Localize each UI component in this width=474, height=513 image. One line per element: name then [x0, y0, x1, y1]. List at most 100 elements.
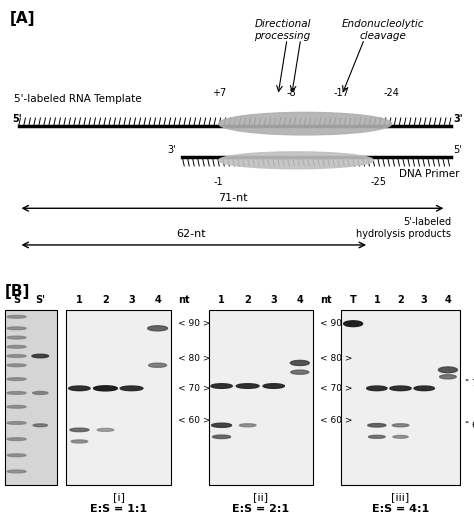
Ellipse shape: [7, 315, 26, 318]
Text: E:S = 1:1: E:S = 1:1: [90, 504, 147, 513]
Ellipse shape: [219, 112, 392, 135]
Text: " 62-nt (-8): " 62-nt (-8): [465, 421, 474, 430]
Text: [ii]: [ii]: [253, 492, 268, 502]
Text: [iii]: [iii]: [392, 492, 410, 502]
Ellipse shape: [390, 386, 411, 391]
Text: [A]: [A]: [9, 11, 35, 26]
Ellipse shape: [7, 336, 26, 339]
Ellipse shape: [7, 438, 26, 441]
Text: T: T: [350, 295, 356, 305]
Ellipse shape: [71, 440, 88, 443]
Ellipse shape: [7, 391, 26, 394]
Ellipse shape: [211, 384, 232, 388]
Text: 3: 3: [421, 295, 428, 305]
Bar: [341, 310, 460, 485]
Text: [B]: [B]: [5, 284, 30, 300]
Ellipse shape: [369, 436, 385, 438]
Text: 5'-labeled
hydrolysis products: 5'-labeled hydrolysis products: [356, 217, 451, 239]
Ellipse shape: [69, 386, 90, 391]
Text: -24: -24: [384, 88, 400, 98]
Ellipse shape: [33, 391, 48, 394]
Ellipse shape: [7, 454, 26, 457]
Text: 4: 4: [154, 295, 161, 305]
Text: DNA Primer: DNA Primer: [400, 169, 460, 179]
Text: S': S': [35, 295, 46, 305]
Ellipse shape: [414, 386, 434, 391]
Ellipse shape: [7, 354, 26, 358]
Text: 5'-labeled RNA Template: 5'-labeled RNA Template: [14, 94, 142, 104]
Text: -8: -8: [287, 88, 296, 98]
Ellipse shape: [290, 361, 310, 365]
Text: 2: 2: [102, 295, 109, 305]
Text: 4: 4: [296, 295, 303, 305]
Text: < 90 >: < 90 >: [320, 319, 353, 328]
Text: 2: 2: [244, 295, 251, 305]
Text: " 71-nt (-17): " 71-nt (-17): [465, 379, 474, 388]
Text: Endonucleolytic
cleavage: Endonucleolytic cleavage: [341, 19, 424, 41]
Text: < 70 >: < 70 >: [320, 384, 353, 393]
Text: Directional
processing: Directional processing: [254, 19, 311, 41]
Ellipse shape: [236, 384, 259, 388]
Ellipse shape: [148, 326, 168, 331]
Text: [i]: [i]: [112, 492, 125, 502]
Text: < 60 >: < 60 >: [178, 416, 210, 425]
Ellipse shape: [393, 436, 408, 438]
Ellipse shape: [212, 435, 230, 439]
Text: 5': 5': [12, 114, 21, 124]
Text: nt: nt: [178, 295, 190, 305]
Text: -1: -1: [214, 177, 224, 187]
Ellipse shape: [94, 386, 117, 391]
Text: E:S = 4:1: E:S = 4:1: [372, 504, 429, 513]
Ellipse shape: [7, 345, 26, 348]
Text: 1: 1: [374, 295, 380, 305]
Ellipse shape: [97, 428, 114, 431]
Text: 1: 1: [76, 295, 83, 305]
Text: 3: 3: [128, 295, 135, 305]
Text: 3': 3': [167, 145, 175, 155]
Text: < 90 >: < 90 >: [178, 319, 210, 328]
Ellipse shape: [149, 363, 167, 367]
Bar: [209, 310, 313, 485]
Text: 2: 2: [397, 295, 404, 305]
Text: < 60 >: < 60 >: [320, 416, 353, 425]
Text: 71-nt: 71-nt: [218, 193, 247, 203]
Ellipse shape: [239, 424, 256, 427]
Ellipse shape: [367, 386, 387, 391]
Ellipse shape: [438, 367, 457, 373]
Ellipse shape: [7, 470, 26, 473]
Text: < 80 >: < 80 >: [320, 354, 353, 363]
Ellipse shape: [7, 422, 26, 424]
Ellipse shape: [368, 424, 386, 427]
Text: 62-nt: 62-nt: [177, 229, 206, 239]
Ellipse shape: [344, 321, 363, 327]
Text: 4: 4: [445, 295, 451, 305]
Bar: [5, 310, 57, 485]
Text: 5': 5': [453, 145, 462, 155]
Text: E:S = 2:1: E:S = 2:1: [232, 504, 289, 513]
Text: -17: -17: [334, 88, 350, 98]
Text: < 70 >: < 70 >: [178, 384, 210, 393]
Ellipse shape: [7, 405, 26, 408]
Text: 3: 3: [270, 295, 277, 305]
Text: nt: nt: [320, 295, 332, 305]
Ellipse shape: [439, 374, 456, 379]
Text: +7: +7: [212, 88, 226, 98]
Ellipse shape: [211, 423, 231, 427]
Text: < 80 >: < 80 >: [178, 354, 210, 363]
Ellipse shape: [32, 354, 49, 358]
Bar: [66, 310, 171, 485]
Ellipse shape: [70, 428, 89, 431]
Ellipse shape: [263, 384, 284, 388]
Ellipse shape: [120, 386, 143, 391]
Text: S: S: [13, 295, 20, 305]
Text: 3': 3': [453, 114, 463, 124]
Ellipse shape: [7, 327, 26, 330]
Ellipse shape: [33, 424, 47, 427]
Text: 1: 1: [218, 295, 225, 305]
Ellipse shape: [291, 370, 309, 374]
Ellipse shape: [7, 364, 26, 367]
Text: -25: -25: [370, 177, 386, 187]
Ellipse shape: [7, 378, 26, 381]
Ellipse shape: [392, 424, 409, 427]
Ellipse shape: [219, 152, 374, 169]
